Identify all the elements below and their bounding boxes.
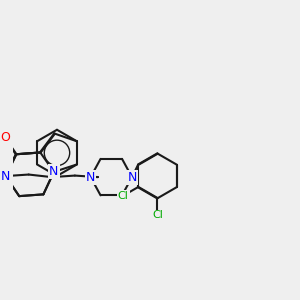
Text: Cl: Cl — [152, 210, 163, 220]
Text: Cl: Cl — [118, 191, 129, 201]
Text: O: O — [0, 131, 10, 144]
Text: N: N — [49, 165, 58, 178]
Text: N: N — [86, 171, 95, 184]
Text: N: N — [127, 171, 136, 184]
Text: N: N — [1, 169, 10, 183]
